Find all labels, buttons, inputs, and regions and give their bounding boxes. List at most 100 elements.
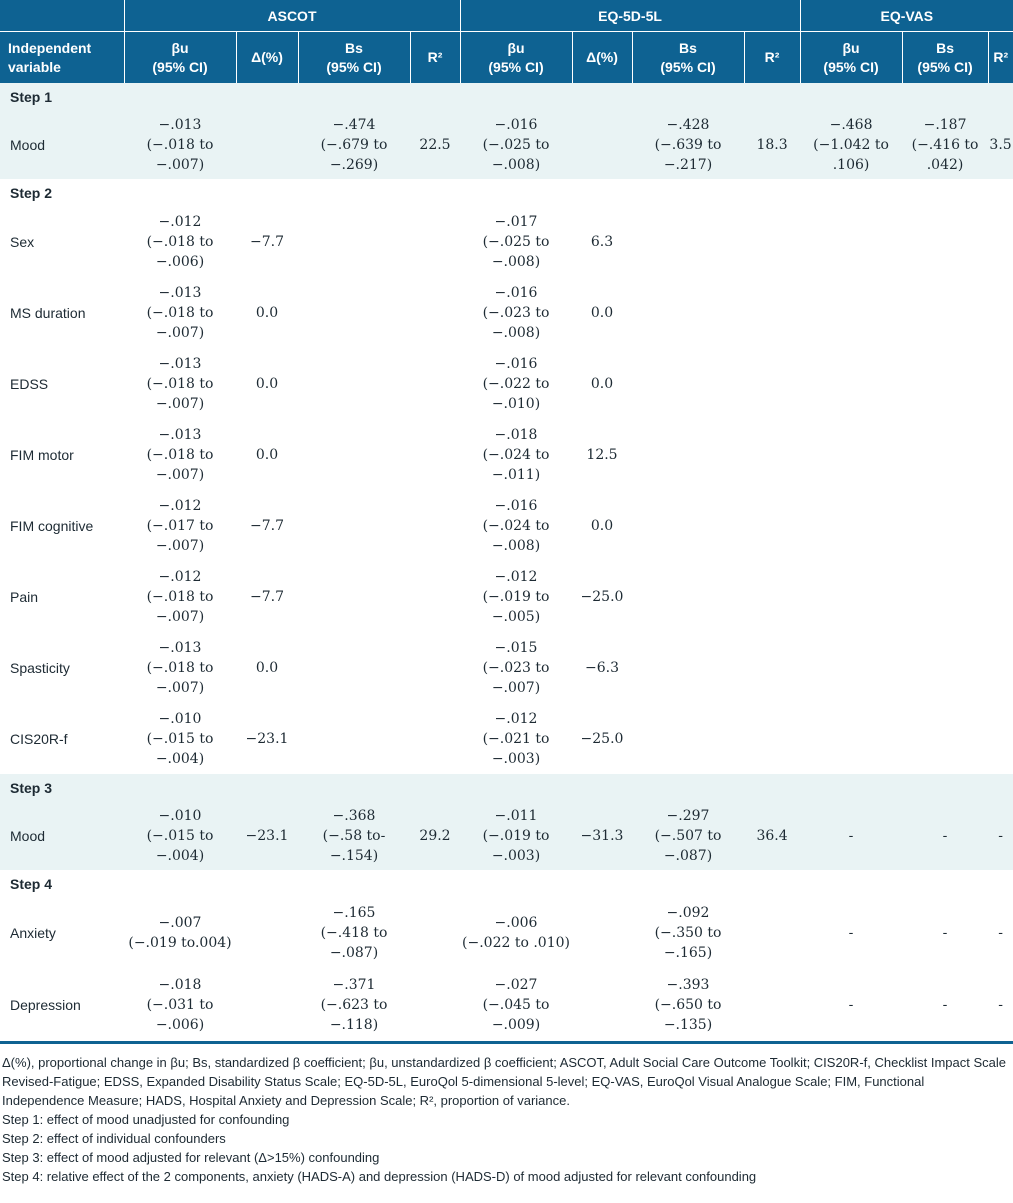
header-eq5d-r2: R² — [743, 31, 801, 83]
table-row: FIM cognitive −.012 (−.017 to −.007) −7.7 −… — [0, 490, 1013, 561]
table-cell — [800, 561, 902, 632]
table-cell — [236, 897, 298, 969]
table-cell: - — [848, 925, 854, 941]
row-variable-label: Pain — [10, 588, 39, 605]
table-cell: −31.3 — [572, 801, 632, 870]
row-variable-label: FIM cognitive — [10, 517, 94, 534]
table-cell: −7.7 — [250, 233, 284, 250]
header-ascot-bu: βu (95% CI) — [123, 31, 236, 83]
table-cell — [632, 490, 744, 561]
group-header-ascot: ASCOT — [123, 0, 460, 32]
table-cell — [632, 703, 744, 774]
table-cell: −7.7 — [250, 588, 284, 605]
table-cell: −.015 (−.023 to −.007) — [482, 639, 550, 696]
table-cell: −.371 (−.623 to −.118) — [320, 977, 388, 1033]
header-eqvas-bs: Bs (95% CI) — [901, 31, 989, 83]
regression-table: ASCOT EQ-5D-5L EQ-VAS Independent variab… — [0, 0, 1013, 1041]
footnote-step-4: Step 4: relative effect of the 2 compone… — [2, 1169, 757, 1184]
table-row: EDSS −.013 (−.018 to −.007) 0.0 −.016 (−.02… — [0, 348, 1013, 419]
table-cell — [298, 206, 410, 277]
header-eq5d-delta: Δ(%) — [571, 31, 632, 83]
header-ascot-delta: Δ(%) — [235, 31, 298, 83]
table-cell — [744, 897, 800, 969]
table-cell: −.468 (−1.042 to .106) — [800, 110, 903, 179]
table-cell — [800, 703, 902, 774]
table-cell: −.393 (−.650 to −.135) — [654, 977, 722, 1033]
table-cell — [800, 490, 902, 561]
table-cell — [988, 703, 1013, 774]
table-cell — [298, 632, 410, 703]
header-eqvas-r2: R² — [987, 31, 1013, 83]
table-cell: −.368 (−.58 to- −.154) — [298, 801, 410, 870]
table-cell: 0.0 — [590, 375, 614, 392]
header-independent-variable: Independent variable — [0, 31, 124, 83]
group-header-eq5d: EQ-5D-5L — [459, 0, 801, 32]
table-cell — [410, 632, 460, 703]
table-cell: −.017 (−.025 to −.008) — [482, 213, 550, 270]
table-cell: 36.4 — [744, 801, 801, 870]
table-cell: 22.5 — [410, 110, 460, 179]
table-cell: −.092 (−.350 to −.165) — [654, 905, 722, 961]
table-cell: −7.7 — [250, 517, 284, 534]
table-cell: −.018 (−.031 to −.006) — [146, 977, 214, 1033]
table-cell — [298, 419, 410, 490]
table-row: Anxiety −.007 (−.019 to.004) −.165 (−.418 … — [0, 897, 1013, 969]
table-cell — [410, 969, 460, 1041]
row-variable-label: Anxiety — [10, 925, 56, 941]
table-cell — [410, 703, 460, 774]
row-variable-label: MS duration — [10, 304, 86, 321]
header-ascot-bs: Bs (95% CI) — [297, 31, 410, 83]
table-cell — [800, 277, 902, 348]
table-cell — [298, 490, 410, 561]
row-variable-label: CIS20R-f — [10, 730, 68, 747]
table-cell — [800, 419, 902, 490]
table-cell — [988, 561, 1013, 632]
table-body: Step 1 Mood −.013 (−.018 to −.007) −.474 (−… — [0, 83, 1013, 1041]
table-cell — [572, 969, 632, 1041]
row-variable-label: Mood — [0, 110, 124, 179]
table-cell — [800, 206, 902, 277]
step-label: Step 1 — [0, 83, 1013, 110]
footnote-step-1: Step 1: effect of mood unadjusted for co… — [2, 1112, 290, 1127]
table-cell: −.012 (−.017 to −.007) — [146, 497, 214, 554]
table-cell — [236, 110, 298, 179]
table-cell — [988, 348, 1013, 419]
table-cell — [988, 277, 1013, 348]
step-label: Step 2 — [10, 184, 53, 201]
table-cell — [572, 897, 632, 969]
table-cell — [902, 490, 988, 561]
table-cell — [410, 897, 460, 969]
table-cell: 0.0 — [255, 375, 279, 392]
group-header-eqvas: EQ-VAS — [799, 0, 1013, 32]
table-cell: - — [942, 925, 948, 941]
footnote-step-2: Step 2: effect of individual confounders — [2, 1131, 226, 1146]
table-cell: −.027 (−.045 to −.009) — [482, 977, 550, 1033]
row-variable-label: Depression — [10, 997, 81, 1013]
table-cell — [410, 348, 460, 419]
header-eq5d-bu: βu (95% CI) — [459, 31, 572, 83]
table-cell: 0.0 — [255, 659, 279, 676]
step-label: Step 3 — [0, 774, 1013, 801]
table-row: FIM motor −.013 (−.018 to −.007) 0.0 −.018 … — [0, 419, 1013, 490]
table-cell — [632, 206, 744, 277]
table-cell — [744, 277, 800, 348]
table-cell — [298, 703, 410, 774]
table-cell: −23.1 — [245, 730, 289, 747]
table-cell — [902, 348, 988, 419]
step-header-row: Step 1 — [0, 83, 1013, 110]
table-cell — [744, 703, 800, 774]
table-cell — [744, 561, 800, 632]
table-cell: 12.5 — [586, 446, 618, 463]
table-cell — [800, 348, 902, 419]
table-cell — [572, 110, 632, 179]
row-variable-label: Spasticity — [10, 659, 70, 676]
table-cell: −.016 (−.022 to −.010) — [482, 355, 550, 412]
header-eqvas-bu: βu (95% CI) — [799, 31, 903, 83]
table-cell: 0.0 — [590, 517, 614, 534]
table-cell: −.428 (−.639 to −.217) — [632, 110, 744, 179]
table-cell: −.165 (−.418 to −.087) — [320, 905, 388, 961]
footnote-step-3: Step 3: effect of mood adjusted for rele… — [2, 1150, 380, 1165]
table-cell — [988, 419, 1013, 490]
table-cell: −6.3 — [585, 659, 619, 676]
table-cell: −.474 (−.679 to −.269) — [298, 110, 410, 179]
